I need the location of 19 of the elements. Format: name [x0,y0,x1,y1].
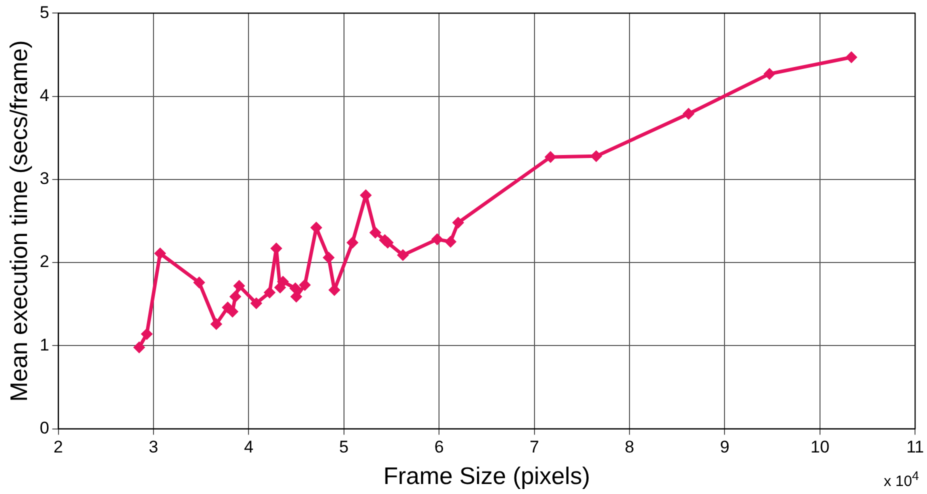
x-tick-label: 10 [810,438,830,457]
x-axis-title: Frame Size (pixels) [383,463,590,490]
x-tick-label: 9 [720,438,730,457]
y-axis-title: Mean execution time (secs/frame) [6,40,34,402]
x-tick-label: 4 [244,438,254,457]
x-tick-label: 6 [434,438,444,457]
y-tick-label: 0 [40,418,50,438]
x-tick-label: 7 [530,438,540,457]
y-tick-label: 4 [40,86,50,106]
y-tick-label: 3 [40,169,50,188]
x-tick-label: 11 [906,438,924,457]
x-tick-label: 5 [339,438,349,457]
text: x 10$^{4}$ [884,469,919,490]
x-tick-label: 3 [148,438,158,457]
y-tick-label: 5 [40,2,50,22]
y-tick-label: 2 [40,252,50,272]
x-tick-label: 2 [54,438,63,457]
x-tick-label: 8 [624,438,634,457]
y-tick-label: 1 [40,335,50,354]
